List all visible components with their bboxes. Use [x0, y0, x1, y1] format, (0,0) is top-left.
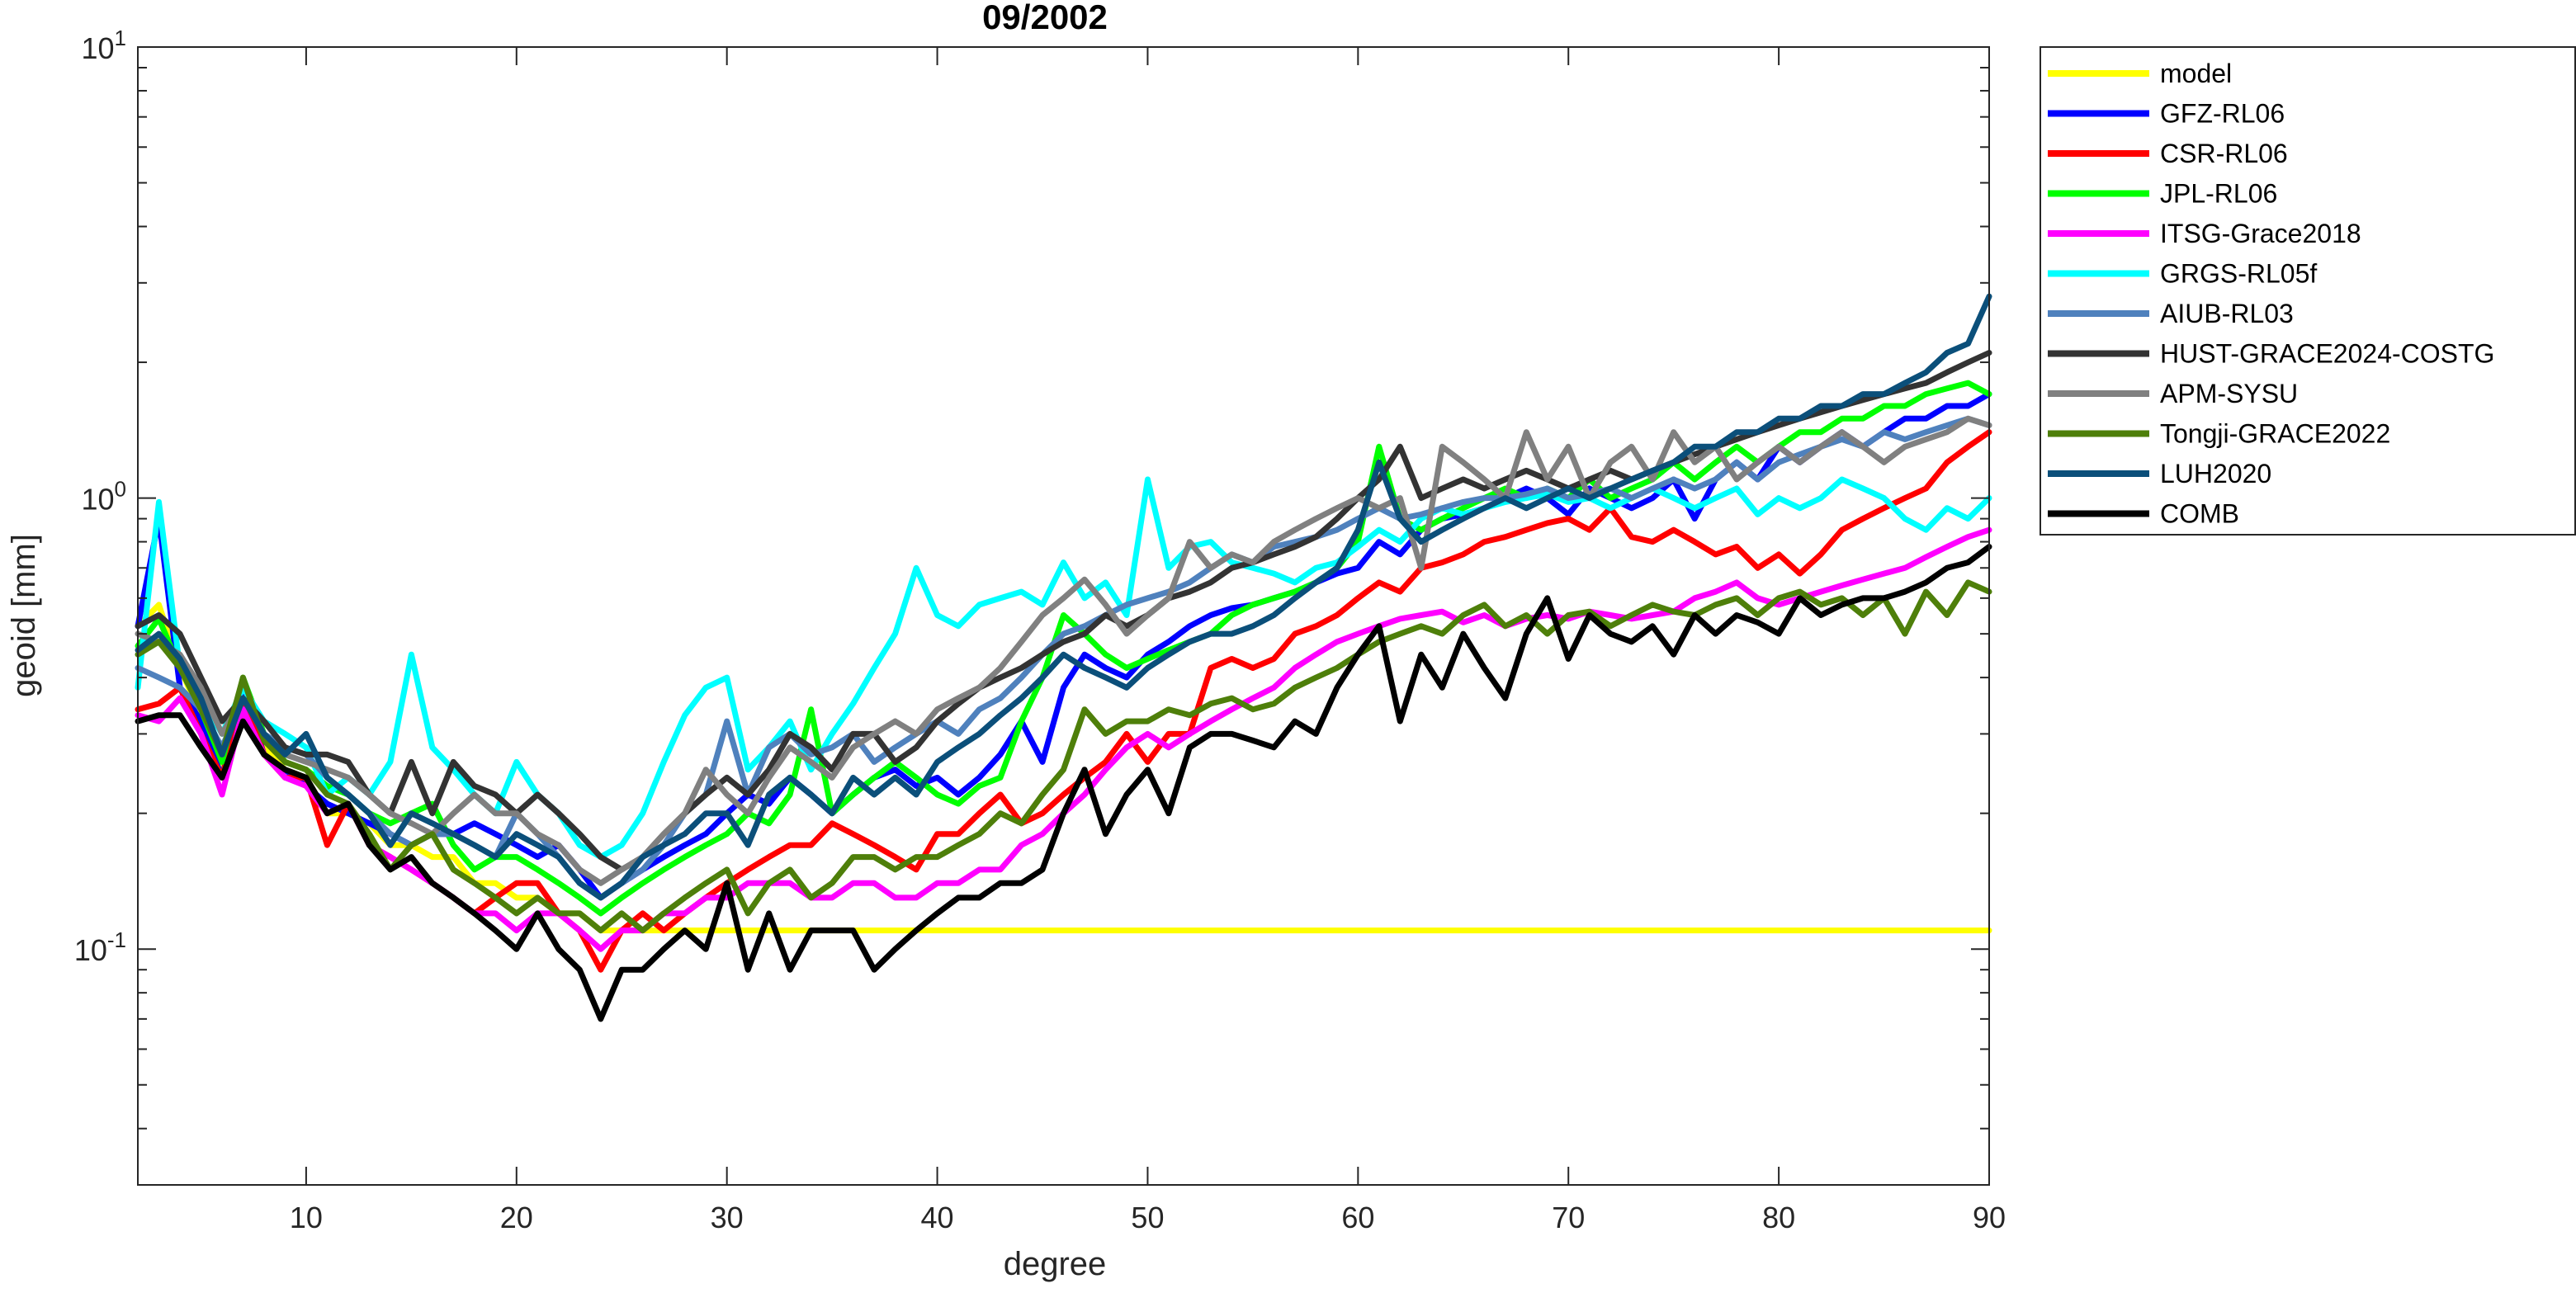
- x-tick-label: 90: [1973, 1201, 2006, 1234]
- legend: model GFZ-RL06 CSR-RL06 JPL-RL06 ITSG-Grace2…: [2040, 46, 2576, 536]
- legend-label-itsg-grace2018: ITSG-Grace2018: [2160, 219, 2361, 248]
- series-line-tongji-grace2022: [135, 579, 1992, 934]
- legend-label-luh2020: LUH2020: [2160, 459, 2271, 488]
- x-tick-label: 60: [1341, 1201, 1374, 1234]
- legend-label-gfz-rl06: GFZ-RL06: [2160, 99, 2285, 129]
- legend-label-comb: COMB: [2160, 499, 2239, 529]
- y-tick-label: 100: [81, 477, 126, 517]
- legend-label-jpl-rl06: JPL-RL06: [2160, 179, 2277, 209]
- x-tick-label: 20: [500, 1201, 533, 1234]
- series-line-luh2020: [135, 293, 1992, 901]
- y-axis-label: geoid [mm]: [6, 534, 42, 697]
- ticks-layer: [138, 46, 1990, 1186]
- x-tick-label: 30: [711, 1201, 744, 1234]
- series-line-grgs-rl05f: [135, 476, 1992, 861]
- legend-label-grgs-rl05f: GRGS-RL05f: [2160, 259, 2317, 289]
- legend-box: [2040, 46, 2576, 536]
- plot-frame: [137, 46, 1990, 1186]
- series-line-aiub-rl03: [135, 415, 1992, 901]
- legend-label-model: model: [2160, 59, 2232, 88]
- y-tick-label: 101: [81, 26, 126, 65]
- x-axis-label: degree: [1004, 1246, 1107, 1282]
- y-tick-label: 10-1: [74, 927, 126, 967]
- x-tick-label: 10: [290, 1201, 323, 1234]
- x-tick-label: 40: [921, 1201, 954, 1234]
- series-line-apm-sysu: [135, 415, 1992, 886]
- legend-label-csr-rl06: CSR-RL06: [2160, 139, 2288, 168]
- legend-label-aiub-rl03: AIUB-RL03: [2160, 299, 2294, 328]
- x-tick-label: 70: [1552, 1201, 1585, 1234]
- legend-label-hust-grace2024-costg: HUST-GRACE2024-COSTG: [2160, 339, 2494, 369]
- series-line-comb: [135, 544, 1992, 1022]
- legend-label-apm-sysu: APM-SYSU: [2160, 379, 2298, 408]
- x-tick-label: 80: [1762, 1201, 1795, 1234]
- x-tick-label: 50: [1131, 1201, 1164, 1234]
- chart-title: 09/2002: [982, 0, 1108, 36]
- legend-label-tongji-grace2022: Tongji-GRACE2022: [2160, 419, 2390, 449]
- tick-labels-layer: 10 20 30 40 50 60 70 80 90 101 100 10-1: [74, 26, 2006, 1234]
- legend-items: model GFZ-RL06 CSR-RL06 JPL-RL06 ITSG-Grace2…: [2048, 59, 2494, 529]
- series-layer: [135, 293, 1992, 1022]
